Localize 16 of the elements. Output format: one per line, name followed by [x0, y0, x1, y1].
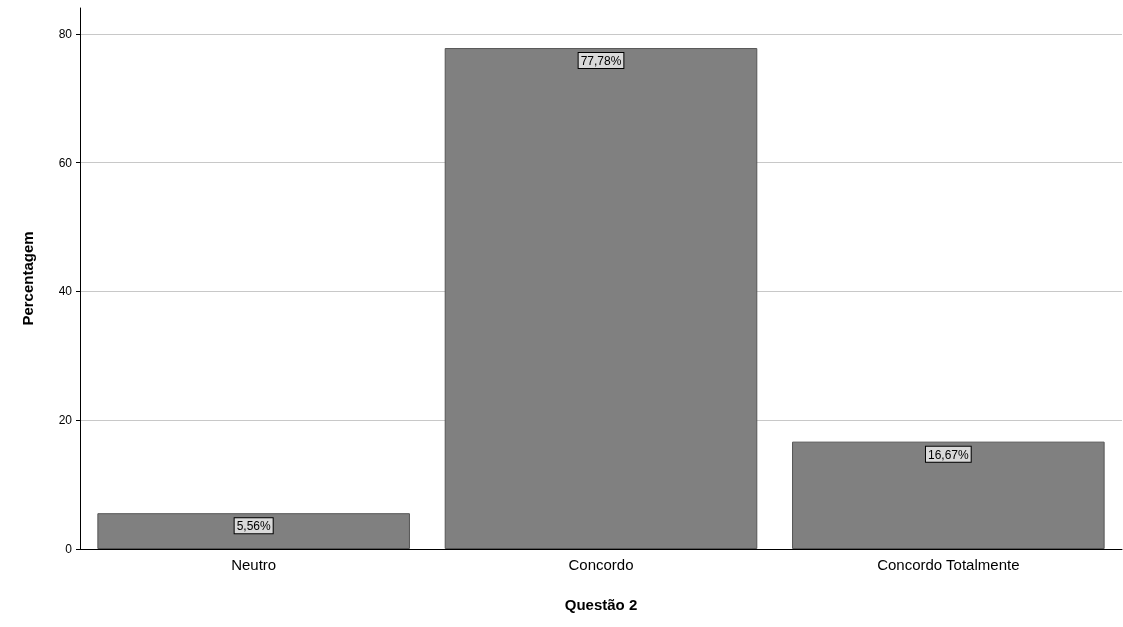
x-axis-title: Questão 2 — [564, 596, 638, 613]
x-tick-label: Concordo Totalmente — [877, 556, 1020, 573]
bar — [444, 48, 758, 549]
y-tick-label: 80 — [58, 26, 73, 41]
y-axis-title: Percentagem — [19, 231, 36, 326]
y-tick-label: 60 — [58, 155, 73, 170]
data-label: 77,78% — [580, 54, 622, 69]
data-label: 5,56% — [236, 519, 272, 534]
y-tick-label: 20 — [58, 413, 73, 428]
y-tick-label: 0 — [65, 542, 73, 556]
x-tick-label: Concordo — [568, 556, 634, 573]
y-tick-label: 40 — [58, 284, 73, 299]
bar — [97, 513, 410, 549]
x-tick-label: Neutro — [231, 556, 277, 573]
data-label: 16,67% — [927, 447, 970, 462]
bar — [792, 441, 1105, 549]
